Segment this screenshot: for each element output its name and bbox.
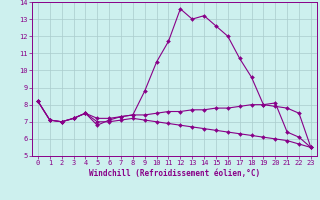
X-axis label: Windchill (Refroidissement éolien,°C): Windchill (Refroidissement éolien,°C) [89, 169, 260, 178]
